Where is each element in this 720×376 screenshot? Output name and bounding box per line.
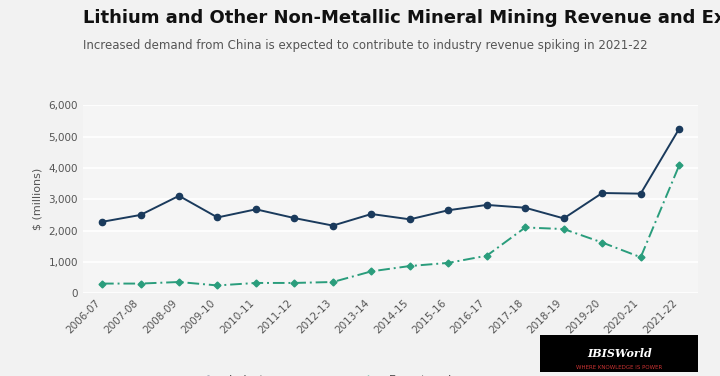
Text: Increased demand from China is expected to contribute to industry revenue spikin: Increased demand from China is expected … <box>83 39 647 53</box>
Text: WHERE KNOWLEDGE IS POWER: WHERE KNOWLEDGE IS POWER <box>576 365 662 370</box>
Text: Lithium and Other Non-Metallic Mineral Mining Revenue and Exports: Lithium and Other Non-Metallic Mineral M… <box>83 9 720 27</box>
Y-axis label: $ (millions): $ (millions) <box>33 168 43 230</box>
Text: IBISWorld: IBISWorld <box>587 348 652 359</box>
Legend: Industry revenue, Exports value: Industry revenue, Exports value <box>188 370 470 376</box>
